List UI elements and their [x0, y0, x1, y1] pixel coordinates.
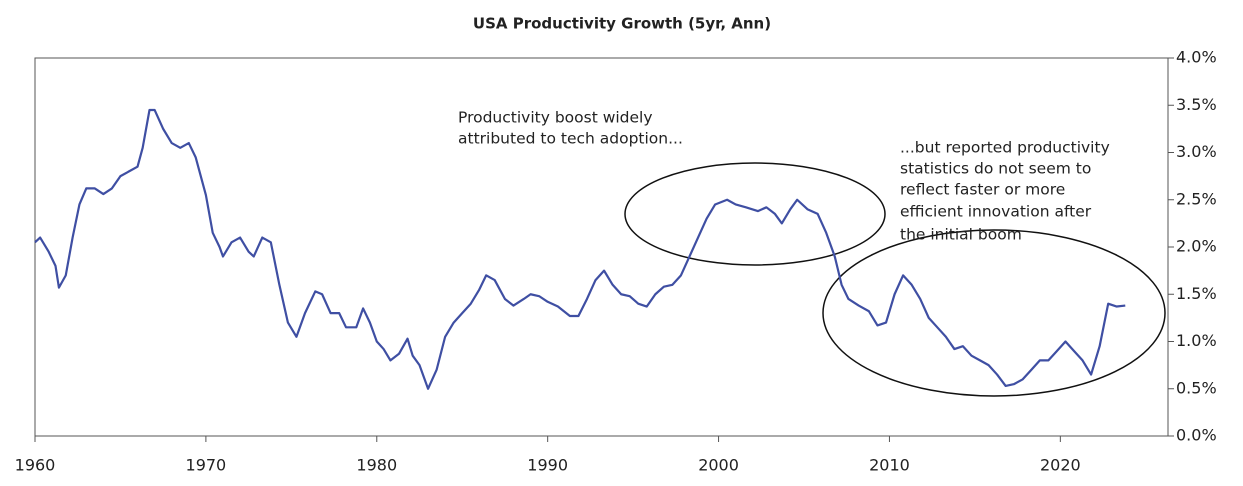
y-tick-label: 1.5% [1176, 284, 1217, 303]
chart-title: USA Productivity Growth (5yr, Ann) [473, 15, 771, 33]
highlight-ellipse [822, 229, 1166, 397]
annotation: reflect faster or more [900, 181, 1065, 199]
annotation: the initial boom [900, 226, 1022, 244]
annotation: attributed to tech adoption... [458, 130, 683, 148]
x-tick-label: 1980 [356, 456, 397, 475]
highlight-ellipse [624, 162, 886, 266]
y-tick-label: 3.0% [1176, 142, 1217, 161]
x-tick-label: 1990 [527, 456, 568, 475]
y-tick-label: 0.5% [1176, 378, 1217, 397]
x-tick-label: 2000 [698, 456, 739, 475]
y-tick-label: 2.5% [1176, 189, 1217, 208]
x-tick-label: 2010 [869, 456, 910, 475]
y-tick-label: 1.0% [1176, 331, 1217, 350]
annotation: efficient innovation after [900, 203, 1092, 221]
y-tick-label: 2.0% [1176, 237, 1217, 256]
y-tick-label: 0.0% [1176, 426, 1217, 445]
x-tick-label: 1970 [186, 456, 227, 475]
x-tick-label: 1960 [15, 456, 56, 475]
annotation: statistics do not seem to [900, 160, 1091, 178]
y-tick-label: 4.0% [1176, 48, 1217, 67]
x-tick-label: 2020 [1040, 456, 1081, 475]
data-line [34, 108, 1126, 390]
annotation: ...but reported productivity [900, 139, 1110, 157]
y-tick-label: 3.5% [1176, 95, 1217, 114]
annotation: Productivity boost widely [458, 109, 653, 127]
